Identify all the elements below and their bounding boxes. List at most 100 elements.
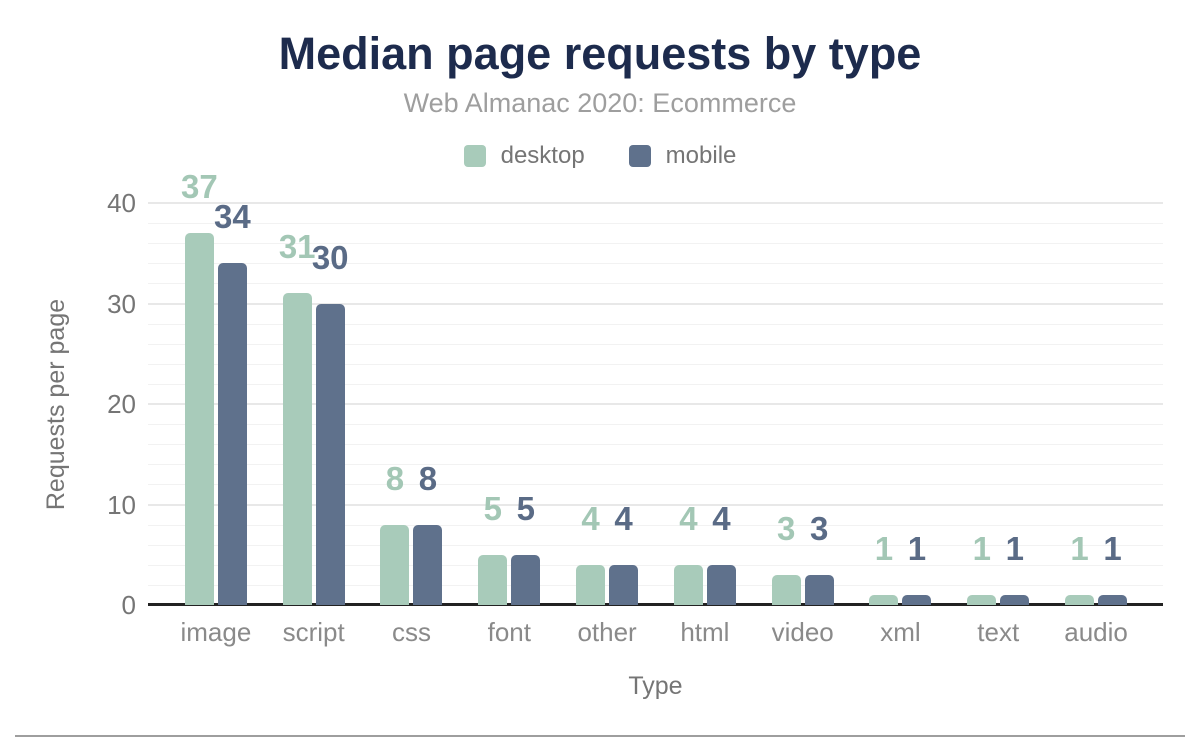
gridline-minor [148,343,1163,345]
bar-group-font: 5 5 font [460,203,558,647]
gridline-minor [148,444,1163,446]
gridline-minor [148,383,1163,385]
value-label-mobile-audio: 1 [1103,529,1122,567]
value-label-desktop-text: 1 [972,529,991,567]
bar-mobile-image: 34 [214,200,251,605]
value-label-mobile-xml: 1 [907,529,927,567]
legend-item-mobile: mobile [628,142,737,170]
bar-desktop-xml: 1 [869,532,899,605]
category-label-image: image [180,617,252,647]
gridline-minor [148,464,1163,466]
bar-group-image: 37 34 image [167,170,265,647]
bar-desktop-text: 1 [967,532,997,605]
value-label-mobile-text: 1 [1005,529,1024,567]
chart-title: Median page requests by type [278,28,922,79]
bar-group-html: 4 4 html [656,203,754,647]
y-tick-label: 0 [121,590,136,620]
legend-swatch-desktop [463,145,486,167]
value-label-mobile-video: 3 [809,509,829,547]
gridline-minor [148,323,1163,325]
gridline-minor [148,424,1163,426]
bar-desktop-script: 31 [279,230,316,605]
value-label-desktop-css: 8 [385,459,405,497]
value-label-mobile-image: 34 [214,198,251,236]
bar-pair: 31 30 [279,230,349,605]
legend-swatch-mobile [628,145,651,167]
gridline-minor [148,243,1163,245]
value-label-desktop-video: 3 [776,509,796,547]
gridline-minor [148,484,1163,486]
category-label-text: text [977,617,1020,647]
bar-desktop-font: 5 [478,492,508,605]
bar-desktop-html: 4 [673,502,703,605]
bar-pair: 37 34 [181,170,251,605]
value-label-mobile-other: 4 [614,499,633,537]
bar-desktop-image: 37 [181,170,218,605]
category-label-css: css [391,617,431,647]
y-tick-label: 10 [107,489,136,520]
bar-group-video: 3 3 video [754,203,852,647]
gridline-minor [148,544,1163,546]
value-label-desktop-other: 4 [581,499,600,537]
y-tick-label: 20 [107,389,136,419]
value-label-desktop-image: 37 [181,168,218,206]
gridline-major [148,202,1163,204]
bottom-rule [15,735,1185,737]
gridline-minor [148,223,1163,225]
bar-desktop-audio: 1 [1065,532,1095,605]
gridline-major [148,503,1163,506]
legend-label-desktop: desktop [500,142,585,169]
legend: desktop mobile [0,142,1200,170]
bar-group-xml: 1 1 xml [852,203,950,647]
legend-item-desktop: desktop [463,142,585,170]
x-axis-title: Type [628,672,683,700]
gridline-minor [148,263,1163,265]
bar-mobile-text: 1 [1000,532,1030,605]
category-label-other: other [577,617,637,647]
y-tick-label: 30 [107,288,136,319]
value-label-mobile-html: 4 [712,499,731,537]
gridline-minor [148,584,1163,586]
value-label-desktop-html: 4 [679,499,698,537]
bar-group-other: 4 4 other [558,203,656,647]
bars-region: 37 34 image 31 30 script 8 8 css 5 5 font 4 4 other 4 4 h… [167,170,1145,647]
category-label-xml: xml [880,617,921,647]
bar-mobile-script: 30 [312,241,349,605]
value-label-mobile-css: 8 [418,459,438,497]
gridline-major [148,403,1163,405]
category-label-video: video [771,617,834,647]
legend-label-mobile: mobile [665,142,737,169]
value-label-desktop-script: 31 [278,228,316,266]
bar-group-script: 31 30 script [265,203,363,647]
bar-mobile-xml: 1 [902,532,932,605]
bar-desktop-other: 4 [576,502,606,605]
gridline-minor [148,524,1163,526]
gridline-minor [148,564,1163,566]
category-label-script: script [282,617,345,647]
bar-mobile-video: 3 [804,512,834,605]
category-label-font: font [487,617,531,647]
value-label-desktop-font: 5 [483,489,502,527]
bar-group-text: 1 1 text [949,203,1047,647]
gridline-major [148,302,1163,305]
gridline-minor [148,363,1163,365]
gridline-minor [148,283,1163,285]
value-label-mobile-script: 30 [311,238,349,276]
bar-mobile-other: 4 [609,502,639,605]
bar-group-audio: 1 1 audio [1047,203,1145,647]
category-label-audio: audio [1064,617,1128,647]
bar-mobile-html: 4 [706,502,736,605]
category-label-html: html [680,617,730,647]
plot-area: 0 10 20 30 40 37 34 image 31 30 script 8 8 css 5 5 font 4… [107,170,1163,647]
value-label-desktop-xml: 1 [874,529,894,567]
x-axis-line [148,603,1163,606]
